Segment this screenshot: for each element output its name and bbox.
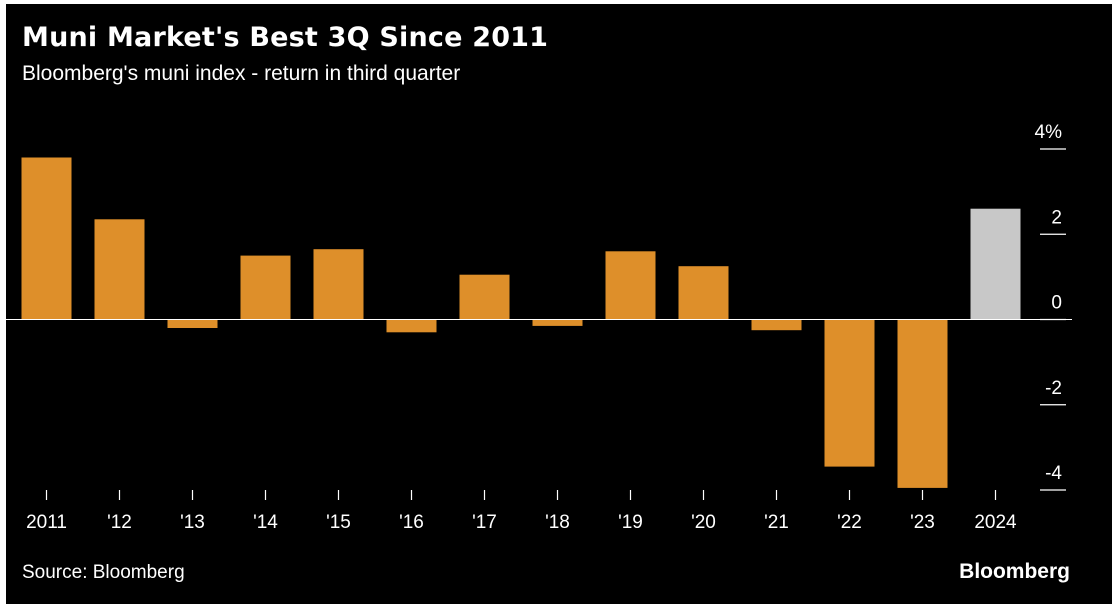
- bar-2011: [21, 157, 72, 320]
- x-tick-label: '23: [910, 512, 935, 533]
- bar-19: [605, 251, 656, 320]
- y-tick-label: -4: [1045, 463, 1062, 484]
- bar-20: [678, 266, 729, 320]
- bar-12: [94, 219, 145, 320]
- chart-subtitle: Bloomberg's muni index - return in third…: [22, 62, 461, 85]
- bar-15: [313, 249, 364, 320]
- bar-23: [897, 319, 948, 488]
- x-tick-label: 2024: [974, 512, 1017, 533]
- bar-22: [824, 319, 875, 467]
- bar-21: [751, 319, 802, 331]
- bar-17: [459, 274, 510, 320]
- bar-2024: [970, 208, 1021, 320]
- x-tick-label: '21: [764, 512, 789, 533]
- bar-chart: 4% 2 0 -2 -4 2011 '12 '13 '14 '15 '16 '17 '18 '19 '20…: [6, 122, 1072, 533]
- x-tick-label: '16: [399, 512, 424, 533]
- x-tick-label: '14: [253, 512, 278, 533]
- x-tick-label: '20: [691, 512, 716, 533]
- bar-13: [167, 319, 218, 328]
- bar-18: [532, 319, 583, 326]
- bar-14: [240, 255, 291, 320]
- x-tick-label: '19: [618, 512, 643, 533]
- x-tick-label: '12: [107, 512, 132, 533]
- bar-16: [386, 319, 437, 333]
- chart-panel: Muni Market's Best 3Q Since 2011 Bloombe…: [6, 4, 1112, 604]
- x-tick-label: '15: [326, 512, 351, 533]
- x-tick-label: '18: [545, 512, 570, 533]
- y-tick-label: 4%: [1035, 122, 1063, 143]
- y-tick-label: 2: [1051, 207, 1062, 228]
- x-tick-label: '17: [472, 512, 497, 533]
- x-tick-label: 2011: [26, 512, 67, 533]
- x-tick-label: '13: [180, 512, 205, 533]
- y-tick-label: 0: [1051, 293, 1062, 314]
- chart-title: Muni Market's Best 3Q Since 2011: [22, 22, 549, 53]
- x-tick-label: '22: [837, 512, 862, 533]
- y-tick-label: -2: [1045, 378, 1062, 399]
- source-note: Source: Bloomberg: [22, 562, 185, 583]
- bloomberg-logo: Bloomberg: [959, 560, 1070, 583]
